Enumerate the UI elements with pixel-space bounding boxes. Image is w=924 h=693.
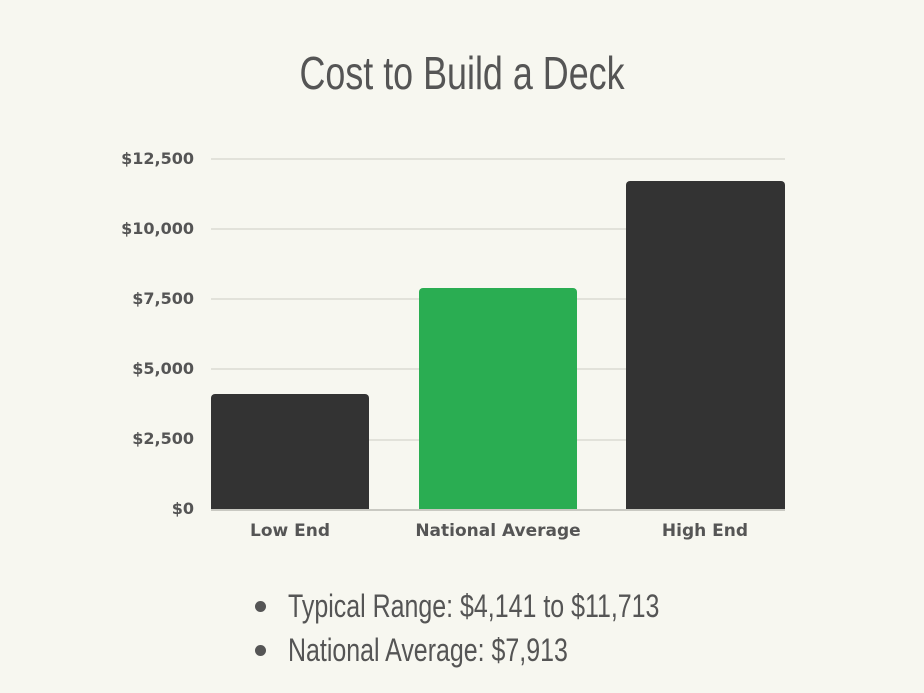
bar-high-end: [626, 181, 785, 510]
note-text: Typical Range: $4,141 to $11,713: [288, 587, 660, 624]
x-label-national-average: National Average: [415, 521, 581, 541]
y-tick-label: $2,500: [132, 429, 194, 448]
note-text: National Average: $7,913: [288, 631, 568, 668]
y-tick-label: $10,000: [121, 219, 194, 238]
note-national-average: National Average: $7,913: [255, 628, 764, 672]
gridline-10000: [211, 228, 785, 230]
x-axis-baseline: [211, 509, 785, 511]
bar-national-average: [419, 288, 577, 510]
y-tick-label: $7,500: [132, 289, 194, 308]
bar-low-end: [211, 394, 369, 510]
x-label-low-end: Low End: [249, 521, 331, 541]
chart-title: Cost to Build a Deck: [299, 47, 625, 99]
y-tick-label: $0: [171, 499, 194, 518]
bullet-icon: [255, 644, 266, 656]
gridline-12500: [211, 158, 785, 160]
y-tick-label: $5,000: [132, 359, 194, 378]
x-label-high-end: High End: [661, 521, 749, 541]
y-tick-label: $12,500: [121, 149, 194, 168]
note-typical-range: Typical Range: $4,141 to $11,713: [255, 584, 764, 628]
bullet-icon: [255, 600, 266, 612]
summary-notes: Typical Range: $4,141 to $11,713 Nationa…: [255, 584, 764, 672]
